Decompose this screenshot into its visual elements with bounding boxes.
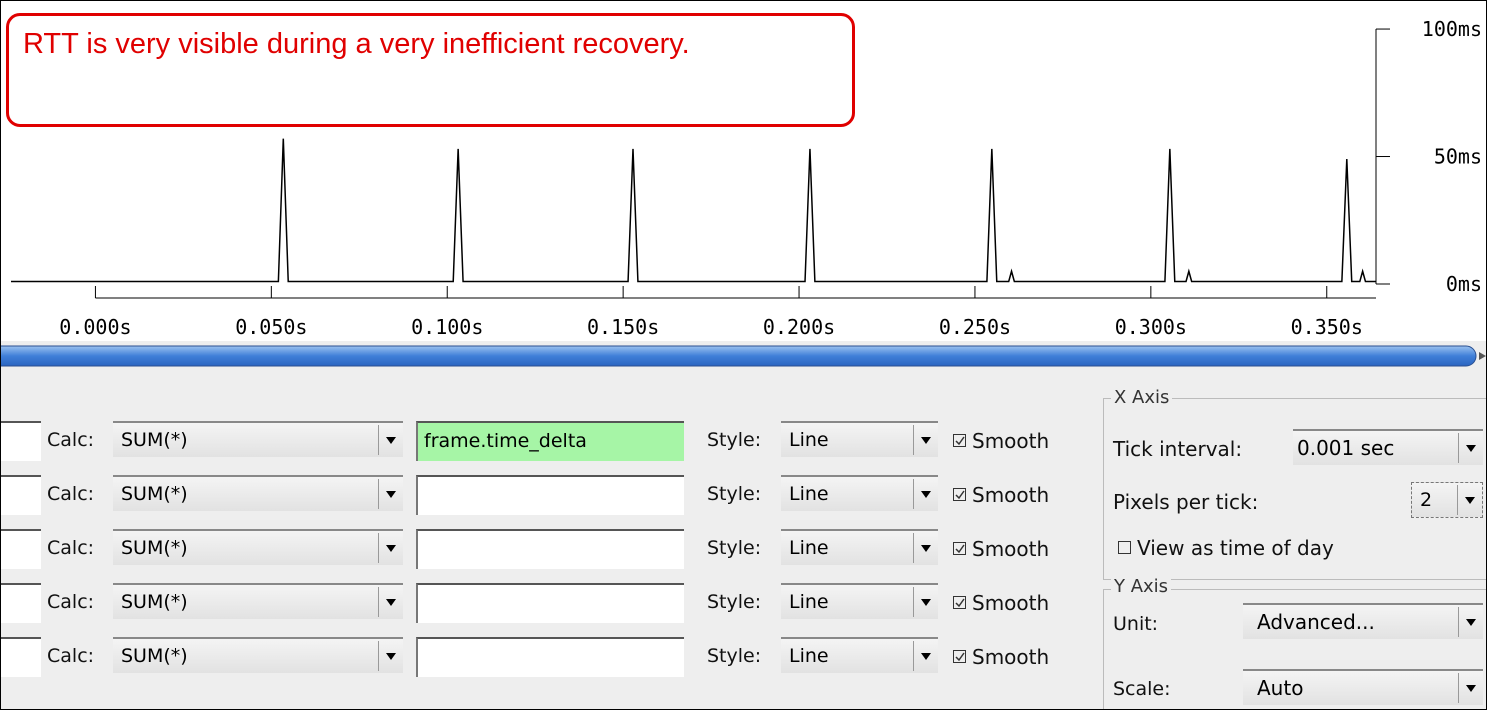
checkbox[interactable] — [953, 488, 966, 501]
style-select[interactable]: Line — [781, 583, 938, 619]
check-mark — [955, 544, 965, 554]
dropdown-arrow[interactable] — [913, 425, 938, 455]
calc-select[interactable]: SUM(*) — [113, 421, 403, 457]
graph-toggle[interactable] — [1, 475, 41, 515]
style-select[interactable]: Line — [781, 421, 938, 457]
graph-toggle[interactable] — [1, 421, 41, 461]
x-tick-label: 0.050s — [235, 315, 307, 339]
annotation: RTT is very visible during a very ineffi… — [6, 13, 855, 127]
graph-toggle[interactable] — [1, 529, 41, 569]
scroll-arrow[interactable] — [1479, 352, 1486, 360]
dropdown-arrow[interactable] — [913, 587, 938, 617]
dropdown-arrow[interactable] — [1458, 607, 1483, 637]
smooth-option: Smooth — [953, 645, 1049, 669]
calc-select[interactable]: SUM(*) — [113, 637, 403, 673]
y-axis-title: Y Axis — [1111, 576, 1172, 597]
smooth-option: Smooth — [953, 537, 1049, 561]
graph-toggle[interactable] — [1, 637, 41, 677]
x-axis-group — [1103, 398, 1486, 580]
check-mark — [955, 598, 965, 608]
scrollbar[interactable] — [1, 345, 1477, 367]
style-select[interactable]: Line — [781, 475, 938, 511]
calc-label: Calc: — [47, 483, 95, 505]
calc-label: Calc: — [47, 429, 95, 451]
x-tick-label: 0.100s — [411, 315, 483, 339]
calc-select[interactable]: SUM(*) — [113, 529, 403, 565]
dropdown-arrow[interactable] — [1457, 485, 1482, 515]
pixels-label: Pixels per tick: — [1113, 490, 1259, 514]
dropdown-arrow[interactable] — [378, 533, 403, 563]
dropdown-arrow[interactable] — [378, 425, 403, 455]
dropdown-arrow[interactable] — [378, 587, 403, 617]
dropdown-arrow[interactable] — [913, 641, 938, 671]
style-label: Style: — [707, 591, 762, 613]
scale-select[interactable]: Auto — [1243, 669, 1483, 705]
filter-field[interactable] — [416, 583, 684, 623]
filter-field[interactable] — [416, 637, 684, 677]
calc-label: Calc: — [47, 591, 95, 613]
checkbox[interactable] — [953, 434, 966, 447]
checkbox[interactable] — [953, 596, 966, 609]
style-select[interactable]: Line — [781, 637, 938, 673]
style-label: Style: — [707, 429, 762, 451]
pixels-select[interactable]: 2 — [1411, 482, 1483, 518]
tick-interval-select[interactable]: 0.001 sec — [1293, 429, 1483, 465]
style-select[interactable]: Line — [781, 529, 938, 565]
calc-select[interactable]: SUM(*) — [113, 583, 403, 619]
dropdown-arrow[interactable] — [1458, 433, 1483, 463]
x-tick-label: 0.300s — [1115, 315, 1187, 339]
x-tick-label: 0.350s — [1291, 315, 1363, 339]
tick-interval-label: Tick interval: — [1113, 437, 1243, 461]
x-axis-title: X Axis — [1111, 387, 1173, 408]
dropdown-arrow[interactable] — [913, 479, 938, 509]
checkbox[interactable] — [953, 650, 966, 663]
style-label: Style: — [707, 483, 762, 505]
check-mark — [955, 436, 965, 446]
filter-field[interactable] — [416, 529, 684, 569]
dropdown-arrow[interactable] — [378, 641, 403, 671]
y-tick-label: 50ms — [1434, 145, 1482, 169]
y-tick-label: 0ms — [1446, 272, 1482, 296]
check-mark — [955, 490, 965, 500]
checkbox[interactable] — [1118, 541, 1131, 554]
checkbox[interactable] — [953, 542, 966, 555]
scale-label: Scale: — [1113, 678, 1171, 700]
check-mark — [955, 652, 965, 662]
smooth-option: Smooth — [953, 483, 1049, 507]
filter-field[interactable]: frame.time_delta — [416, 421, 684, 461]
x-tick-label: 0.250s — [939, 315, 1011, 339]
x-tick-label: 0.200s — [763, 315, 835, 339]
y-axis-group — [1103, 589, 1486, 709]
x-tick-label: 0.150s — [587, 315, 659, 339]
smooth-option: Smooth — [953, 429, 1049, 453]
smooth-option: Smooth — [953, 591, 1049, 615]
calc-label: Calc: — [47, 645, 95, 667]
style-label: Style: — [707, 537, 762, 559]
graph-toggle[interactable] — [1, 583, 41, 623]
dropdown-arrow[interactable] — [378, 479, 403, 509]
filter-field[interactable] — [416, 475, 684, 515]
x-tick-label: 0.000s — [59, 315, 131, 339]
time-of-day-option: View as time of day — [1118, 536, 1334, 560]
series-line — [11, 138, 1376, 283]
unit-label: Unit: — [1113, 613, 1159, 635]
dropdown-arrow[interactable] — [913, 533, 938, 563]
unit-select[interactable]: Advanced... — [1243, 603, 1483, 639]
calc-select[interactable]: SUM(*) — [113, 475, 403, 511]
y-tick-label: 100ms — [1422, 17, 1482, 41]
calc-label: Calc: — [47, 537, 95, 559]
style-label: Style: — [707, 645, 762, 667]
dropdown-arrow[interactable] — [1458, 673, 1483, 703]
